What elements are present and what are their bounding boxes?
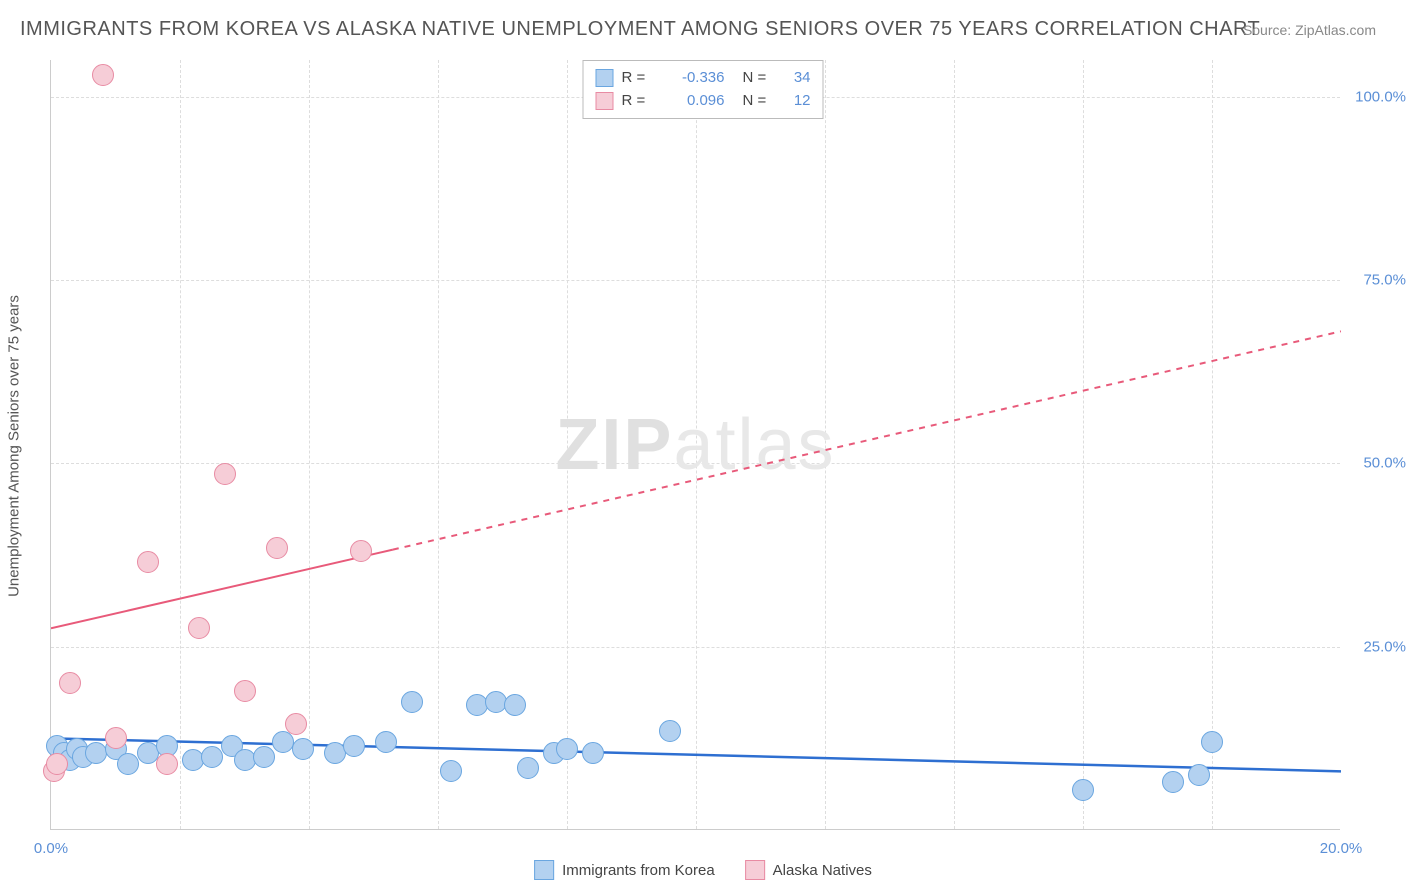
- x-tick-label: 20.0%: [1320, 840, 1363, 857]
- watermark-bold: ZIP: [555, 405, 673, 485]
- chart-title: IMMIGRANTS FROM KOREA VS ALASKA NATIVE U…: [20, 18, 1260, 41]
- data-point: [1188, 764, 1210, 786]
- legend-item: Immigrants from Korea: [534, 860, 715, 880]
- data-point: [266, 537, 288, 559]
- legend-swatch: [745, 860, 765, 880]
- data-point: [92, 64, 114, 86]
- legend-swatch: [596, 69, 614, 87]
- source-label: Source:: [1243, 22, 1291, 38]
- data-point: [292, 738, 314, 760]
- data-point: [350, 540, 372, 562]
- vgridline: [825, 60, 826, 829]
- vgridline: [438, 60, 439, 829]
- vgridline: [954, 60, 955, 829]
- data-point: [343, 735, 365, 757]
- data-point: [46, 753, 68, 775]
- y-tick-label: 50.0%: [1363, 455, 1406, 472]
- y-axis-label: Unemployment Among Seniors over 75 years: [6, 295, 23, 597]
- correlation-legend: R = -0.336 N = 34 R = 0.096 N = 12: [583, 60, 824, 119]
- data-point: [137, 551, 159, 573]
- data-point: [582, 742, 604, 764]
- vgridline: [180, 60, 181, 829]
- legend-label: Alaska Natives: [773, 862, 872, 879]
- series-legend: Immigrants from Korea Alaska Natives: [534, 860, 872, 880]
- legend-row: R = -0.336 N = 34: [596, 67, 811, 90]
- data-point: [201, 746, 223, 768]
- data-point: [105, 727, 127, 749]
- data-point: [234, 749, 256, 771]
- legend-swatch: [534, 860, 554, 880]
- r-label: R =: [622, 90, 657, 113]
- data-point: [1201, 731, 1223, 753]
- legend-label: Immigrants from Korea: [562, 862, 715, 879]
- y-tick-label: 25.0%: [1363, 638, 1406, 655]
- data-point: [117, 753, 139, 775]
- r-label: R =: [622, 67, 657, 90]
- legend-item: Alaska Natives: [745, 860, 872, 880]
- data-point: [285, 713, 307, 735]
- data-point: [214, 463, 236, 485]
- y-tick-label: 75.0%: [1363, 272, 1406, 289]
- data-point: [466, 694, 488, 716]
- legend-row: R = 0.096 N = 12: [596, 90, 811, 113]
- data-point: [659, 720, 681, 742]
- data-point: [556, 738, 578, 760]
- data-point: [1162, 771, 1184, 793]
- data-point: [1072, 779, 1094, 801]
- vgridline: [567, 60, 568, 829]
- watermark-rest: atlas: [673, 405, 835, 485]
- source-link[interactable]: ZipAtlas.com: [1295, 22, 1376, 38]
- vgridline: [309, 60, 310, 829]
- legend-swatch: [596, 92, 614, 110]
- data-point: [504, 694, 526, 716]
- data-point: [440, 760, 462, 782]
- data-point: [234, 680, 256, 702]
- data-point: [253, 746, 275, 768]
- r-value: 0.096: [665, 90, 725, 113]
- n-value: 12: [781, 90, 811, 113]
- vgridline: [1083, 60, 1084, 829]
- data-point: [401, 691, 423, 713]
- x-tick-label: 0.0%: [34, 840, 68, 857]
- data-point: [188, 617, 210, 639]
- regression-line: [51, 550, 393, 629]
- data-point: [59, 672, 81, 694]
- n-label: N =: [743, 90, 773, 113]
- vgridline: [696, 60, 697, 829]
- y-tick-label: 100.0%: [1355, 88, 1406, 105]
- plot-area: ZIPatlas 25.0%50.0%75.0%100.0%0.0%20.0%: [50, 60, 1340, 830]
- data-point: [375, 731, 397, 753]
- r-value: -0.336: [665, 67, 725, 90]
- data-point: [156, 753, 178, 775]
- data-point: [182, 749, 204, 771]
- n-label: N =: [743, 67, 773, 90]
- n-value: 34: [781, 67, 811, 90]
- data-point: [85, 742, 107, 764]
- vgridline: [1212, 60, 1213, 829]
- regression-line-dashed: [393, 331, 1341, 549]
- source-attribution: Source: ZipAtlas.com: [1243, 22, 1376, 38]
- data-point: [517, 757, 539, 779]
